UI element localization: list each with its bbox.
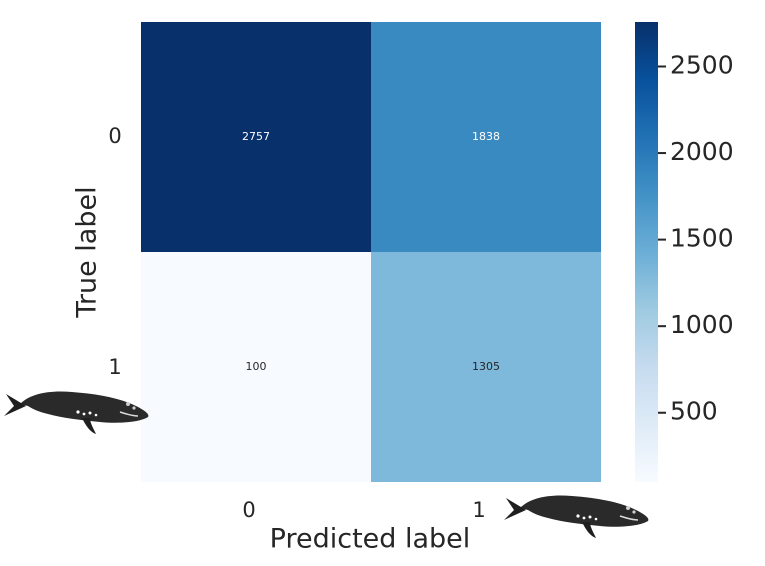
y-axis-title: True label: [72, 186, 103, 318]
heatmap-cell: [371, 252, 601, 482]
x-tick-label: 1: [472, 498, 485, 522]
colorbar-tick-label: 1500: [670, 224, 734, 253]
x-axis-title: Predicted label: [270, 524, 471, 555]
whale-icon: [503, 494, 650, 539]
cell-value-label: 1838: [472, 130, 500, 143]
heatmap-cells: [141, 22, 601, 482]
colorbar-ticks: 500 1000 1500 2000 2500: [658, 50, 734, 426]
colorbar-tick-label: 1000: [670, 310, 734, 339]
colorbar-tick-label: 2000: [670, 137, 734, 166]
y-tick-label: 0: [108, 124, 121, 148]
cell-value-labels: 2757 1838 100 1305: [242, 130, 500, 373]
colorbar-tick-label: 2500: [670, 50, 734, 79]
heatmap-cell: [141, 22, 371, 252]
colorbar: [635, 22, 658, 482]
whale-icon: [3, 390, 150, 435]
cell-value-label: 100: [246, 360, 267, 373]
cell-value-label: 2757: [242, 130, 270, 143]
cell-value-label: 1305: [472, 360, 500, 373]
heatmap-cell: [141, 252, 371, 482]
x-tick-label: 0: [242, 498, 255, 522]
heatmap-cell: [371, 22, 601, 252]
y-tick-label: 1: [108, 355, 121, 379]
colorbar-tick-label: 500: [670, 397, 718, 426]
